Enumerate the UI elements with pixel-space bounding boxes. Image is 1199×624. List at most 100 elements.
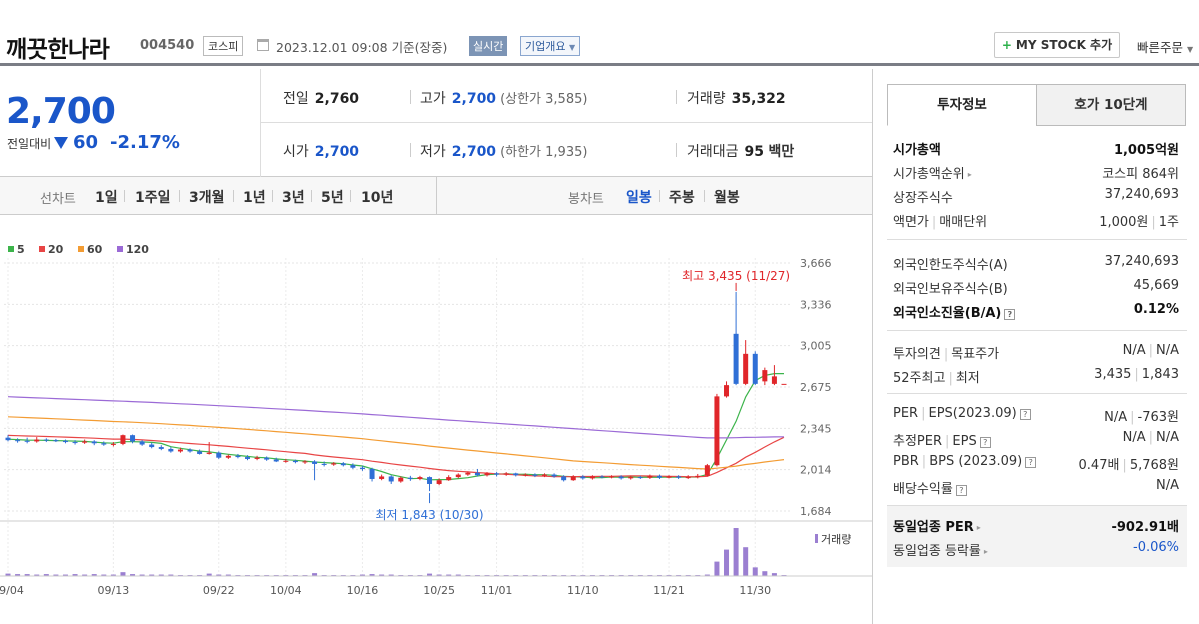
candle-body — [312, 461, 318, 464]
divider — [676, 143, 677, 157]
help-icon[interactable]: ? — [1019, 409, 1031, 420]
candle-body — [398, 477, 404, 482]
candle-body — [91, 441, 97, 444]
market-cap-rank-row[interactable]: 시가총액순위 ▸ 코스피 864위 — [893, 167, 1179, 182]
ma-line-5 — [7, 373, 784, 481]
stock-name: 깨끗한나라 — [6, 37, 110, 63]
period-5y[interactable]: 5년 — [321, 190, 344, 206]
chevron-right-icon: ▸ — [983, 547, 988, 556]
industry-per-row[interactable]: 동일업종 PER ▸ -902.91배 — [893, 520, 1179, 535]
period-3y[interactable]: 3년 — [282, 190, 305, 206]
candle-body — [254, 457, 260, 459]
chart-canvas[interactable]: 3,666 3,336 3,005 2,675 2,345 2,014 1,684 09/04… — [0, 216, 872, 624]
volume-bar — [24, 574, 30, 576]
chevron-down-icon: ▼ — [568, 43, 576, 52]
divider — [659, 190, 660, 202]
volume-bar — [752, 567, 758, 576]
candle-body — [561, 476, 567, 481]
candle-body — [618, 476, 624, 479]
high-price: 고가 2,700 (상한가 3,585) — [420, 91, 588, 107]
my-stock-add-button[interactable]: + MY STOCK 추가 — [994, 32, 1120, 58]
candle-body — [436, 480, 442, 484]
legend-ma60: 60 — [78, 243, 102, 256]
tab-orderbook-10[interactable]: 호가 10단계 — [1036, 84, 1186, 126]
est-per-row: 추정PER | EPS? N/A | N/A — [893, 430, 1179, 449]
info-tabs: 투자정보 호가 10단계 — [887, 84, 1187, 126]
candle-body — [245, 457, 251, 459]
candle-body — [130, 435, 136, 442]
volume-bar — [110, 574, 116, 576]
chevron-down-icon: ▼ — [1187, 45, 1194, 54]
candle-body — [762, 370, 768, 382]
y-tick-label: 2,345 — [800, 422, 832, 435]
candle-body — [177, 449, 183, 452]
candle-body — [589, 476, 595, 479]
period-1w[interactable]: 1주일 — [135, 190, 171, 206]
candle-body — [743, 353, 749, 384]
legend-ma5: 5 — [8, 243, 25, 256]
market-badge: 코스피 — [203, 36, 244, 56]
divider — [260, 122, 872, 123]
candle-weekly[interactable]: 주봉 — [669, 190, 695, 206]
divider — [233, 190, 234, 202]
volume-bar — [743, 547, 749, 576]
price-chart: 5 20 60 120 3,666 3,336 3,005 2,675 2,345 2,0… — [0, 216, 872, 624]
y-tick-label: 2,675 — [800, 381, 832, 394]
help-icon[interactable]: ? — [979, 437, 991, 448]
help-icon[interactable]: ? — [955, 485, 967, 496]
divider — [311, 190, 312, 202]
quick-order-button[interactable]: 빠른주문 ▼ — [1137, 40, 1194, 55]
candle-body — [513, 473, 519, 476]
candle-body — [666, 476, 672, 478]
candle-body — [417, 477, 423, 479]
volume-bar — [379, 574, 385, 576]
candle-body — [235, 455, 241, 458]
down-triangle-icon — [54, 137, 69, 149]
candle-body — [168, 448, 174, 452]
candle-body — [637, 477, 643, 479]
foreign-hold-row: 외국인보유주식수(B) 45,669 — [893, 278, 1179, 297]
period-1d[interactable]: 1일 — [95, 190, 118, 206]
candle-body — [5, 437, 11, 441]
listed-shares-row: 상장주식수 37,240,693 — [893, 187, 1179, 206]
candle-body — [465, 472, 471, 475]
x-tick-label: 10/25 — [423, 584, 455, 597]
tab-invest-info[interactable]: 투자정보 — [887, 84, 1037, 126]
candle-body — [724, 385, 730, 397]
candle-body — [704, 465, 710, 476]
market-cap-row: 시가총액 1,005억원 — [893, 143, 1179, 158]
candle-body — [752, 353, 758, 384]
volume-bar — [369, 574, 375, 576]
candle-body — [532, 474, 538, 476]
volume-bar — [158, 574, 164, 576]
change-value: 60 — [73, 132, 99, 153]
divider — [179, 190, 180, 202]
candle-body — [484, 473, 490, 476]
foreign-rate-row: 외국인소진율(B/A)? 0.12% — [893, 302, 1179, 321]
candle-body — [771, 376, 777, 384]
legend-swatch — [8, 246, 14, 252]
x-tick-label: 11/21 — [653, 584, 685, 597]
candle-body — [628, 477, 634, 479]
period-10y[interactable]: 10년 — [361, 190, 394, 206]
candle-body — [292, 460, 298, 463]
volume-bar — [436, 574, 442, 576]
candle-monthly[interactable]: 월봉 — [714, 190, 740, 206]
candle-daily[interactable]: 일봉 — [626, 190, 652, 206]
help-icon[interactable]: ? — [1004, 309, 1016, 320]
period-1y[interactable]: 1년 — [243, 190, 266, 206]
candle-body — [321, 463, 327, 465]
help-icon[interactable]: ? — [1025, 457, 1037, 468]
x-tick-label: 11/01 — [481, 584, 513, 597]
legend-ma20: 20 — [39, 243, 63, 256]
y-tick-label: 3,666 — [800, 257, 832, 270]
open-price: 시가 2,700 — [283, 144, 360, 160]
period-3m[interactable]: 3개월 — [189, 190, 225, 206]
volume-bar — [43, 574, 49, 576]
candle-body — [82, 441, 88, 443]
realtime-badge[interactable]: 실시간 — [469, 36, 508, 56]
corp-info-dropdown[interactable]: 기업개요 ▼ — [520, 36, 581, 56]
period-bar: 선차트 1일 1주일 3개월 1년 3년 5년 10년 봉차트 일봉 주봉 월봉 — [0, 177, 872, 215]
candle-body — [580, 476, 586, 479]
industry-rate-row[interactable]: 동일업종 등락률 ▸ -0.06% — [893, 540, 1179, 559]
